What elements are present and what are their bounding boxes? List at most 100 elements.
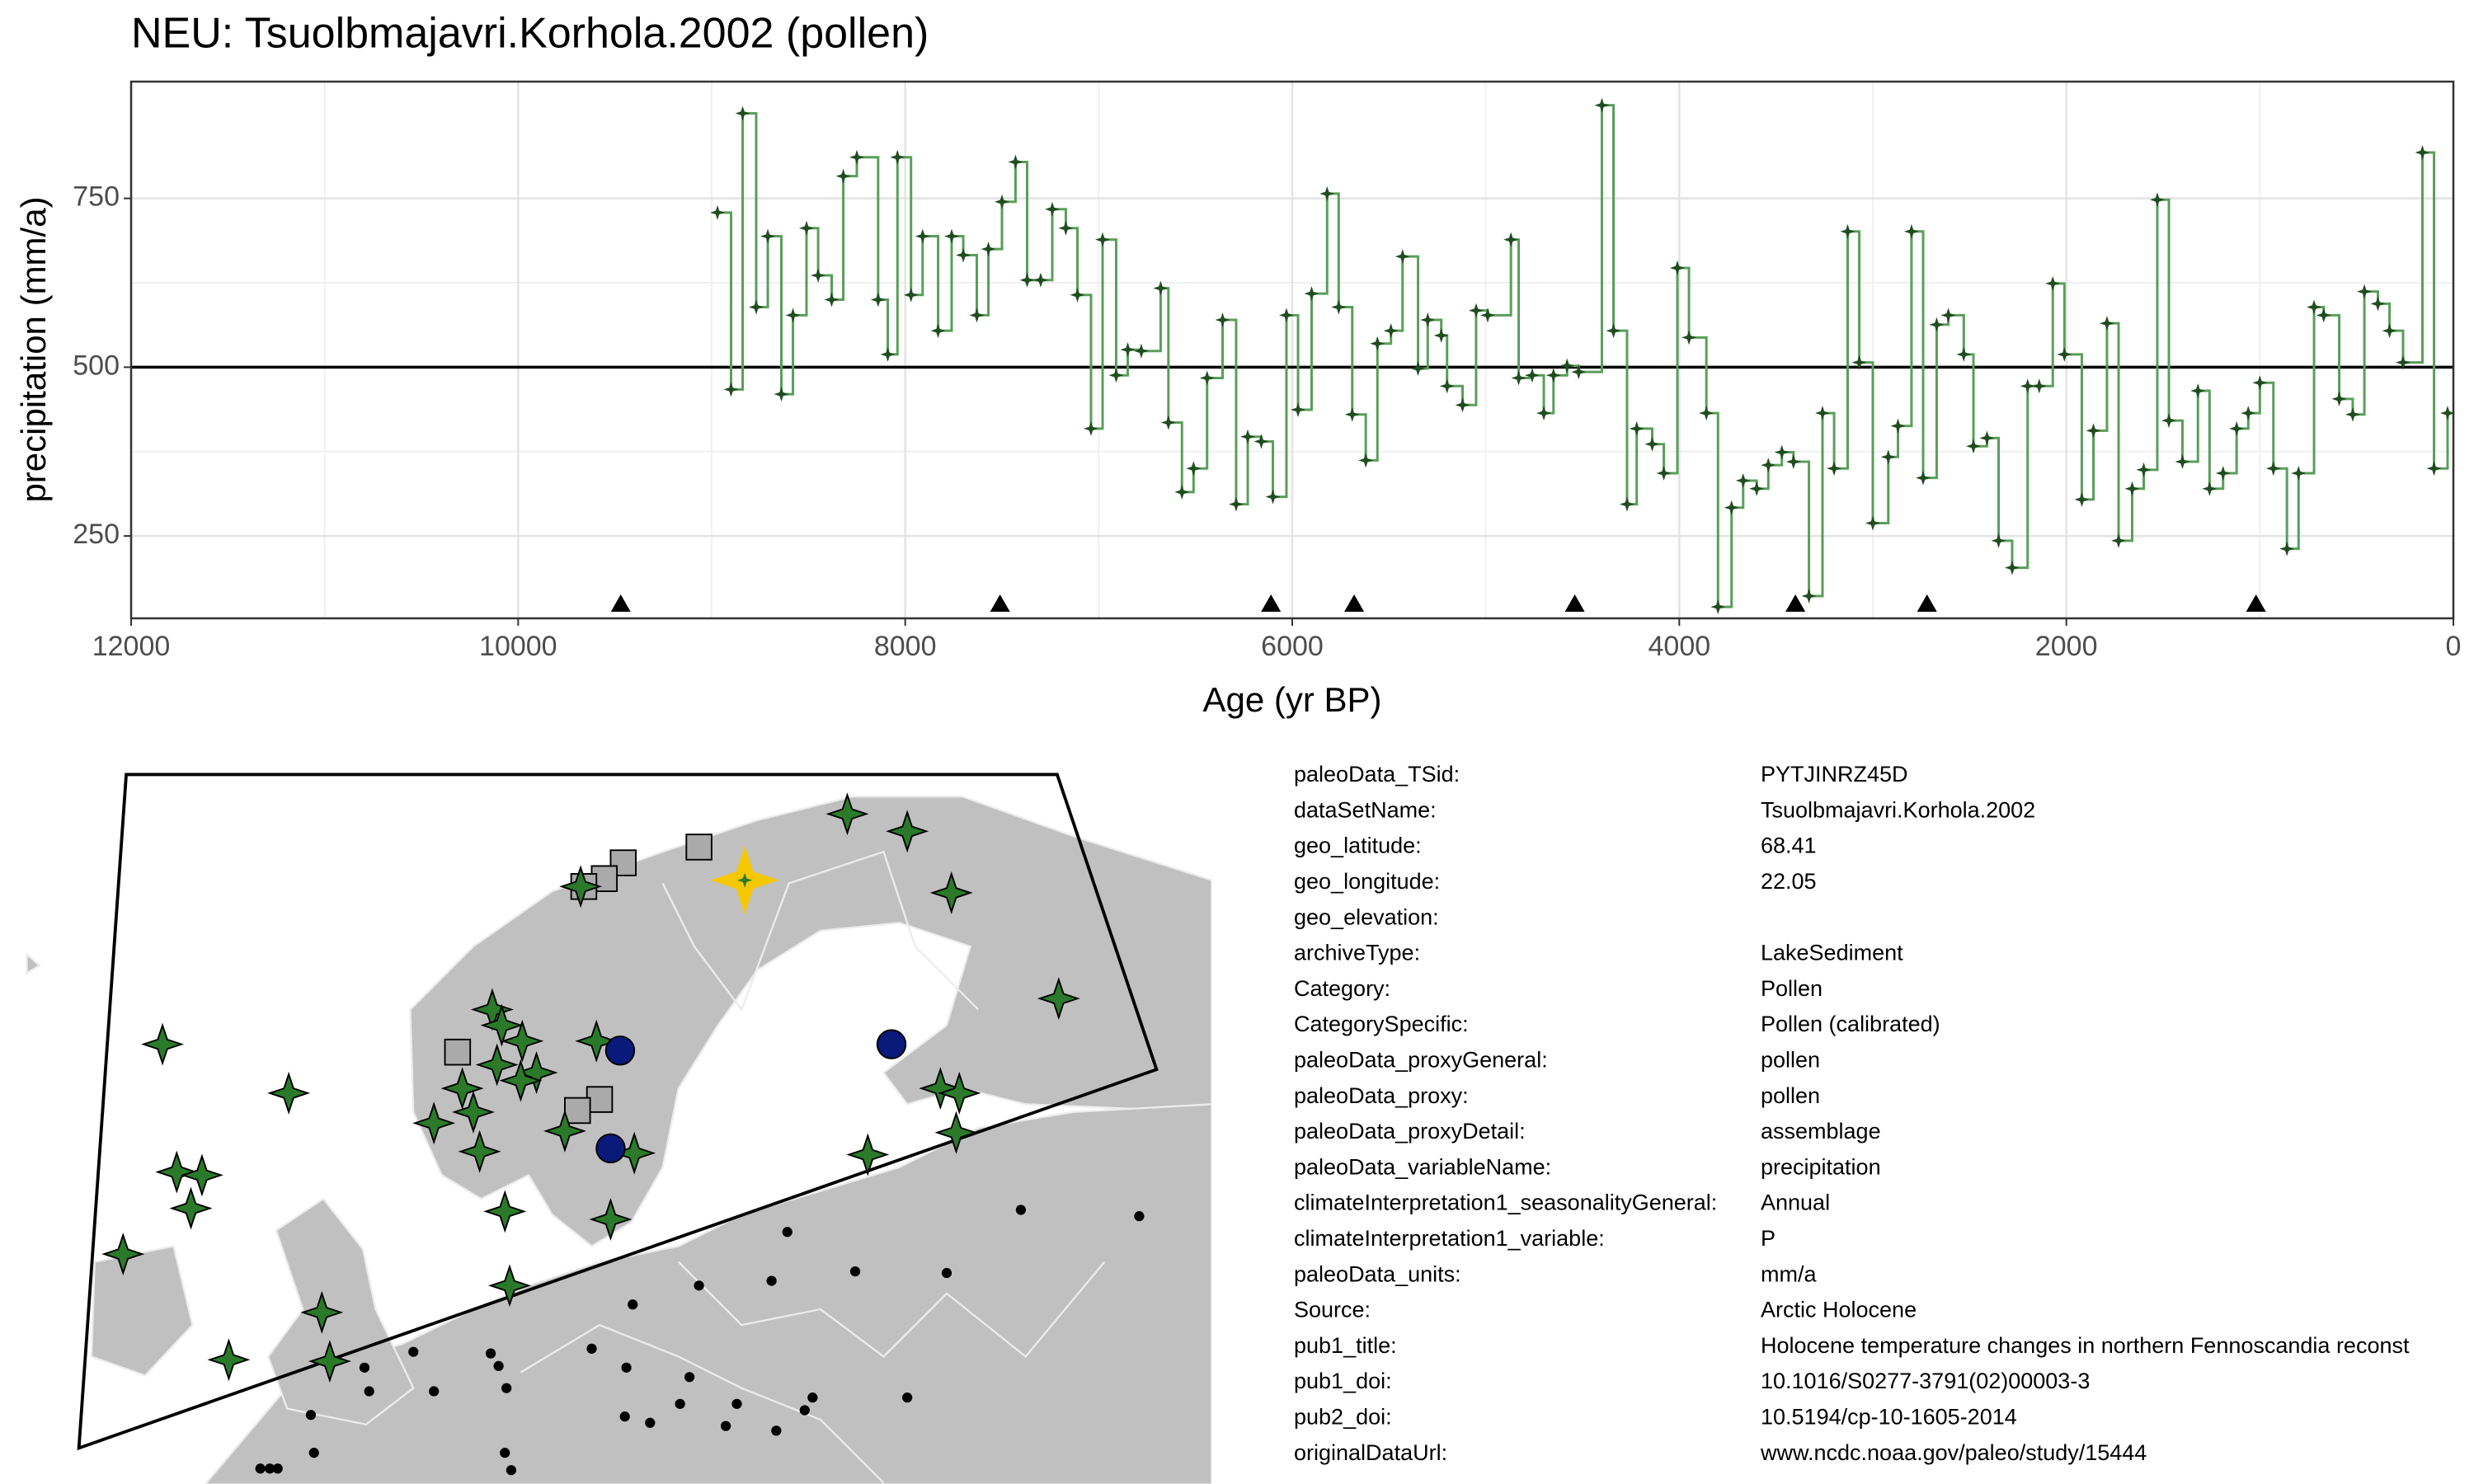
y-axis-title: precipitation (mm/a) xyxy=(14,196,53,502)
meta-value: mm/a xyxy=(1761,1261,1817,1286)
data-point xyxy=(1215,312,1230,328)
data-point xyxy=(2279,541,2295,556)
age-marker xyxy=(1785,594,1806,612)
data-point xyxy=(2265,461,2281,477)
data-point xyxy=(1240,429,1256,444)
data-point xyxy=(2111,533,2127,548)
meta-value: Pollen xyxy=(1761,976,1823,1001)
data-point xyxy=(2136,462,2152,477)
data-point xyxy=(1304,286,1319,302)
data-point xyxy=(1344,406,1360,422)
data-point xyxy=(1851,355,1867,370)
meta-label: Category: xyxy=(1294,976,1390,1001)
data-point xyxy=(2252,375,2268,391)
data-point xyxy=(735,106,750,121)
x-tick-label: 2000 xyxy=(2035,631,2098,662)
data-point xyxy=(1619,496,1634,512)
plot-area: 12000 10000 8000 6000 4000 2000 0 250 500 750 xyxy=(73,80,2461,662)
data-point xyxy=(2149,192,2165,208)
data-point xyxy=(930,323,946,339)
data-point xyxy=(1133,343,1149,359)
data-point xyxy=(1890,418,1906,434)
data-point xyxy=(824,292,840,308)
x-tick-label: 4000 xyxy=(1649,631,1711,662)
data-point xyxy=(1319,186,1335,201)
data-point xyxy=(1929,317,1945,332)
meta-value: 10.5194/cp-10-1605-2014 xyxy=(1761,1405,2017,1430)
data-point xyxy=(1699,406,1714,421)
x-tick-label: 10000 xyxy=(479,631,557,662)
data-point xyxy=(2426,461,2442,477)
data-point xyxy=(1070,287,1085,303)
meta-value: pollen xyxy=(1761,1083,1820,1108)
data-point xyxy=(2241,406,2256,421)
data-point xyxy=(1228,496,1244,512)
data-point xyxy=(1291,402,1306,417)
meta-value: pollen xyxy=(1761,1048,1820,1073)
data-point xyxy=(2099,316,2114,331)
data-point xyxy=(2215,465,2231,481)
age-marker xyxy=(1917,594,1937,612)
data-point xyxy=(1524,368,1540,383)
meta-value: PYTJINRZ45D xyxy=(1761,762,1908,787)
data-point xyxy=(1880,449,1896,465)
data-point xyxy=(1785,454,1801,470)
data-point xyxy=(890,149,905,165)
y-tick-label: 250 xyxy=(73,519,120,550)
data-point xyxy=(969,308,985,323)
meta-label: Source: xyxy=(1294,1298,1371,1322)
data-point xyxy=(849,149,864,165)
data-point xyxy=(798,220,814,236)
data-point xyxy=(1511,370,1526,386)
meta-value: www.ncdc.noaa.gov/paleo/study/15444 xyxy=(1760,1440,2147,1465)
data-point xyxy=(1468,303,1484,318)
data-point xyxy=(1120,342,1136,358)
data-point xyxy=(1735,472,1751,488)
data-point xyxy=(1186,461,1202,477)
y-tick-label: 750 xyxy=(73,181,120,213)
data-point xyxy=(1991,533,2006,548)
meta-label: geo_elevation: xyxy=(1294,904,1439,929)
meta-label: paleoData_proxyDetail: xyxy=(1294,1119,1526,1144)
meta-label: CategorySpecific: xyxy=(1294,1012,1469,1036)
data-point xyxy=(785,308,801,323)
data-point xyxy=(1966,439,1982,454)
data-point xyxy=(1160,415,1176,430)
data-point xyxy=(2439,406,2455,421)
data-point xyxy=(2229,420,2245,436)
meta-label: pub1_doi: xyxy=(1294,1369,1392,1393)
data-point xyxy=(1480,308,1496,323)
data-point xyxy=(1979,430,1995,446)
meta-value: Holocene temperature changes in northern… xyxy=(1761,1333,2410,1358)
data-point xyxy=(1265,489,1281,505)
data-point xyxy=(1153,280,1169,296)
data-point xyxy=(943,228,959,244)
data-point xyxy=(2004,560,2020,575)
meta-value: LakeSediment xyxy=(1761,941,1903,965)
data-point xyxy=(995,194,1009,209)
data-point xyxy=(723,382,739,397)
data-point xyxy=(1108,368,1124,383)
data-point xyxy=(1669,261,1685,276)
data-point xyxy=(1749,481,1765,496)
data-point xyxy=(1629,420,1644,436)
data-point xyxy=(903,287,919,303)
data-point xyxy=(1439,378,1455,394)
meta-label: climateInterpretation1_seasonalityGenera… xyxy=(1294,1190,1717,1215)
data-point xyxy=(1814,406,1830,421)
data-point xyxy=(956,247,971,263)
data-point xyxy=(1571,364,1587,380)
data-point xyxy=(1594,97,1610,113)
age-marker xyxy=(1344,594,1365,612)
data-point xyxy=(880,346,896,362)
meta-label: paleoData_TSid: xyxy=(1294,762,1460,787)
data-point xyxy=(2307,299,2322,315)
data-point xyxy=(1724,500,1739,515)
data-point xyxy=(2382,323,2397,339)
data-point xyxy=(2331,391,2347,406)
meta-value: Pollen (calibrated) xyxy=(1761,1012,1940,1036)
data-point xyxy=(1644,436,1660,452)
meta-label: pub2_doi: xyxy=(1294,1405,1392,1430)
